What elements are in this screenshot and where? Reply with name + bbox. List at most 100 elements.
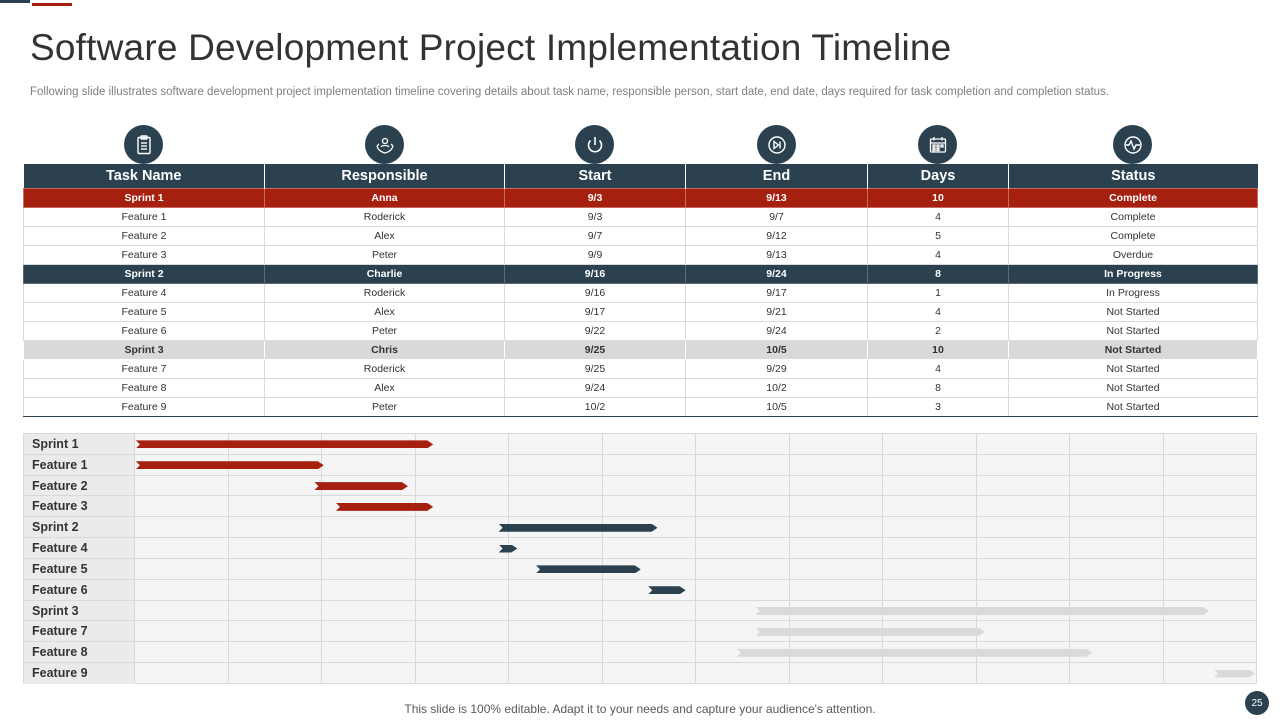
gantt-gridline bbox=[1162, 663, 1164, 684]
table-row: Feature 2 Alex 9/7 9/12 5 Complete bbox=[23, 225, 1258, 246]
table-row: Feature 5 Alex 9/17 9/21 4 Not Started bbox=[23, 301, 1258, 322]
cell-start: 9/24 bbox=[504, 377, 686, 398]
gantt-gridline bbox=[601, 434, 603, 454]
gantt-gridline bbox=[134, 538, 135, 558]
gantt-gridline bbox=[508, 663, 509, 684]
gantt-bar bbox=[737, 649, 1092, 657]
gantt-gridline bbox=[695, 454, 696, 475]
cell-task: Sprint 1 bbox=[23, 187, 265, 208]
gantt-gridline bbox=[134, 475, 135, 496]
gantt-gridline bbox=[975, 517, 977, 538]
gantt-gridline bbox=[508, 475, 509, 496]
gantt-gridline bbox=[1162, 475, 1164, 496]
gantt-gridline bbox=[695, 600, 696, 621]
cell-end: 10/2 bbox=[685, 377, 868, 398]
table-row-sprint: Sprint 2 Charlie 9/16 9/24 8 In Progress bbox=[23, 263, 1258, 284]
gantt-gridline bbox=[1256, 475, 1257, 496]
cell-responsible: Roderick bbox=[264, 206, 505, 227]
gantt-gridline bbox=[882, 517, 883, 538]
gantt-row-label: Feature 9 bbox=[24, 663, 134, 684]
gantt-gridline bbox=[1069, 496, 1070, 517]
table-row: Feature 1 Roderick 9/3 9/7 4 Complete bbox=[23, 206, 1258, 227]
cell-status: In Progress bbox=[1008, 263, 1258, 284]
cell-task: Feature 6 bbox=[23, 320, 265, 341]
gantt-bar bbox=[314, 482, 408, 490]
gantt-row: Sprint 3 bbox=[24, 600, 1257, 622]
heartbeat-icon bbox=[1113, 125, 1152, 164]
gantt-gridline bbox=[508, 558, 509, 579]
gantt-gridline bbox=[788, 475, 790, 496]
gantt-gridline bbox=[601, 621, 603, 642]
gantt-gridline bbox=[227, 600, 229, 621]
page-subtitle: Following slide illustrates software dev… bbox=[30, 86, 1110, 98]
cell-task: Feature 7 bbox=[23, 358, 265, 379]
cell-task: Feature 2 bbox=[23, 225, 265, 246]
calendar-icon bbox=[918, 125, 957, 164]
gantt-gridline bbox=[414, 538, 416, 558]
gantt-gridline bbox=[1256, 621, 1257, 642]
cell-start: 9/25 bbox=[504, 358, 686, 379]
gantt-bar bbox=[136, 461, 324, 469]
gantt-gridline bbox=[695, 538, 696, 558]
cell-responsible: Chris bbox=[264, 339, 505, 360]
gantt-gridline bbox=[134, 517, 135, 538]
gantt-gridline bbox=[227, 642, 229, 663]
cell-status: Overdue bbox=[1008, 244, 1258, 265]
col-header-start: Start bbox=[504, 164, 686, 188]
gantt-gridline bbox=[134, 454, 135, 475]
cell-start: 9/3 bbox=[504, 187, 686, 208]
cell-responsible: Alex bbox=[264, 377, 505, 398]
gantt-gridline bbox=[508, 579, 509, 600]
gantt-gridline bbox=[227, 517, 229, 538]
gantt-gridline bbox=[788, 663, 790, 684]
gantt-gridline bbox=[1256, 663, 1257, 684]
cell-start: 9/9 bbox=[504, 244, 686, 265]
gantt-gridline bbox=[975, 558, 977, 579]
page-number: 25 bbox=[1245, 691, 1269, 715]
gantt-gridline bbox=[1162, 517, 1164, 538]
gantt-gridline bbox=[414, 600, 416, 621]
gantt-gridline bbox=[1069, 663, 1070, 684]
gantt-gridline bbox=[508, 621, 509, 642]
cell-responsible: Charlie bbox=[264, 263, 505, 284]
gantt-row: Feature 1 bbox=[24, 454, 1257, 476]
gantt-gridline bbox=[695, 579, 696, 600]
gantt-gridline bbox=[1256, 454, 1257, 475]
gantt-gridline bbox=[1256, 538, 1257, 558]
gantt-gridline bbox=[1069, 475, 1070, 496]
gantt-gridline bbox=[227, 496, 229, 517]
table-row: Feature 3 Peter 9/9 9/13 4 Overdue bbox=[23, 244, 1258, 265]
power-icon bbox=[575, 125, 614, 164]
cell-task: Feature 1 bbox=[23, 206, 265, 227]
col-header-status: Status bbox=[1008, 164, 1258, 188]
gantt-gridline bbox=[1256, 579, 1257, 600]
cell-days: 4 bbox=[867, 358, 1009, 379]
cell-end: 9/13 bbox=[685, 187, 868, 208]
gantt-gridline bbox=[321, 496, 322, 517]
gantt-gridline bbox=[134, 496, 135, 517]
col-header-task-name: Task Name bbox=[23, 164, 265, 188]
cell-status: Not Started bbox=[1008, 339, 1258, 360]
gantt-gridline bbox=[1069, 517, 1070, 538]
gantt-gridline bbox=[788, 434, 790, 454]
cell-task: Feature 9 bbox=[23, 396, 265, 417]
cell-task: Feature 5 bbox=[23, 301, 265, 322]
cell-task: Sprint 3 bbox=[23, 339, 265, 360]
gantt-row-label: Feature 8 bbox=[24, 642, 134, 663]
gantt-gridline bbox=[321, 538, 322, 558]
gantt-gridline bbox=[1069, 434, 1070, 454]
gantt-gridline bbox=[882, 434, 883, 454]
gantt-gridline bbox=[134, 642, 135, 663]
gantt-gridline bbox=[695, 496, 696, 517]
cell-start: 9/25 bbox=[504, 339, 686, 360]
gantt-bar bbox=[756, 628, 985, 636]
gantt-row-label: Feature 4 bbox=[24, 538, 134, 558]
cell-end: 9/24 bbox=[685, 263, 868, 284]
gantt-gridline bbox=[227, 538, 229, 558]
gantt-gridline bbox=[695, 558, 696, 579]
cell-end: 9/17 bbox=[685, 282, 868, 303]
cell-days: 3 bbox=[867, 396, 1009, 417]
gantt-gridline bbox=[788, 517, 790, 538]
gantt-gridline bbox=[1256, 496, 1257, 517]
gantt-gridline bbox=[975, 434, 977, 454]
